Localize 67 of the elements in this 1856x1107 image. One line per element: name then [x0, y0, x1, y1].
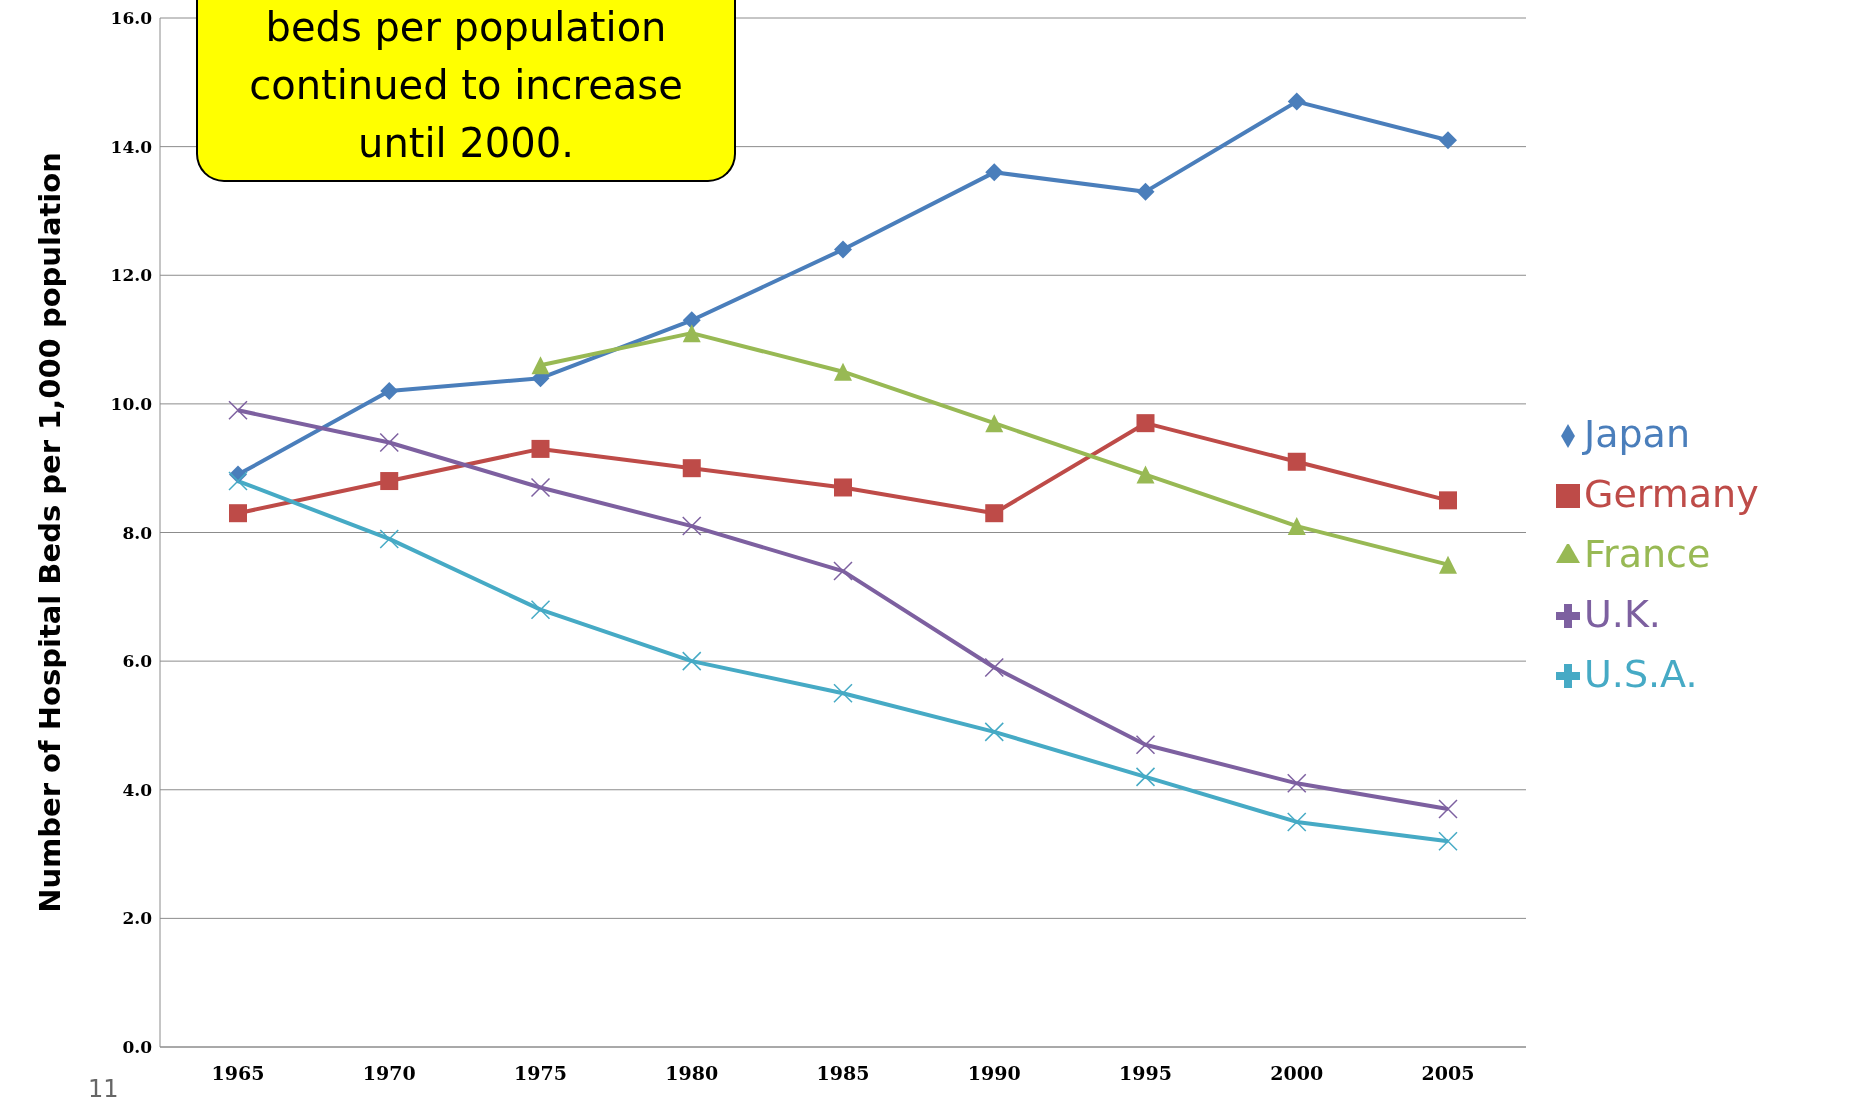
point: [834, 362, 852, 381]
point: [682, 311, 701, 330]
point: [530, 599, 551, 620]
y-tick-label: 16.0: [110, 8, 153, 29]
point: [379, 432, 399, 453]
point: [985, 504, 1004, 523]
point: [682, 324, 701, 343]
point: [834, 478, 852, 497]
point: [682, 651, 702, 671]
legend-label: Japan: [1584, 411, 1690, 456]
x-tick-label: 2000: [1270, 1062, 1324, 1085]
point: [834, 240, 852, 259]
point: [228, 400, 248, 421]
point: [1439, 555, 1457, 574]
point: [1438, 799, 1458, 819]
point: [530, 477, 551, 498]
point: [1135, 767, 1156, 787]
y-axis-title: Number of Hospital Beds per 1,000 population: [33, 152, 68, 913]
x-tick-label: 2005: [1421, 1062, 1475, 1085]
point: [531, 356, 550, 375]
point: [228, 471, 248, 491]
point: [833, 683, 853, 704]
legend-label: France: [1584, 531, 1711, 576]
point: [984, 722, 1004, 742]
legend-label: Germany: [1584, 471, 1759, 516]
point: [1135, 734, 1156, 755]
y-tick-label: 2.0: [122, 908, 153, 929]
x-tick-label: 1980: [665, 1062, 719, 1085]
x-tick-label: 1985: [816, 1062, 870, 1085]
point: [1287, 452, 1306, 471]
point: [985, 163, 1004, 182]
point: [380, 382, 399, 401]
x-tick-label: 1995: [1119, 1062, 1172, 1085]
y-tick-label: 6.0: [122, 651, 153, 672]
point: [1136, 414, 1155, 433]
point: [1287, 517, 1306, 536]
point: [682, 516, 702, 536]
point: [1438, 831, 1458, 851]
point: [1439, 131, 1457, 150]
point: [682, 459, 701, 478]
point: [1136, 182, 1155, 201]
text: 11: [88, 1075, 119, 1103]
legend-label: U.S.A.: [1584, 651, 1698, 696]
x-tick-label: 1975: [514, 1062, 567, 1085]
point: [833, 561, 853, 581]
point: [1287, 773, 1307, 794]
point: [984, 657, 1004, 678]
point: [380, 472, 399, 491]
y-tick-label: 12.0: [110, 265, 153, 286]
point: [531, 439, 550, 458]
point: [1287, 812, 1307, 832]
point: [1287, 92, 1306, 111]
y-tick-label: 8.0: [122, 522, 153, 543]
y-tick-label: 0.0: [122, 1037, 153, 1058]
y-tick-label: 10.0: [110, 393, 153, 414]
point: [985, 414, 1004, 433]
x-tick-label: 1990: [967, 1062, 1021, 1085]
y-tick-label: 14.0: [110, 136, 153, 157]
legend-label: U.K.: [1584, 591, 1661, 636]
point: [1439, 491, 1457, 510]
callout-box: beds per population continued to increase until 2000.: [196, 0, 736, 182]
x-tick-label: 1965: [211, 1062, 265, 1085]
point: [379, 529, 399, 549]
y-tick-label: 4.0: [122, 779, 153, 800]
point: [229, 504, 247, 523]
point: [1136, 465, 1155, 484]
x-tick-label: 1970: [362, 1062, 416, 1085]
